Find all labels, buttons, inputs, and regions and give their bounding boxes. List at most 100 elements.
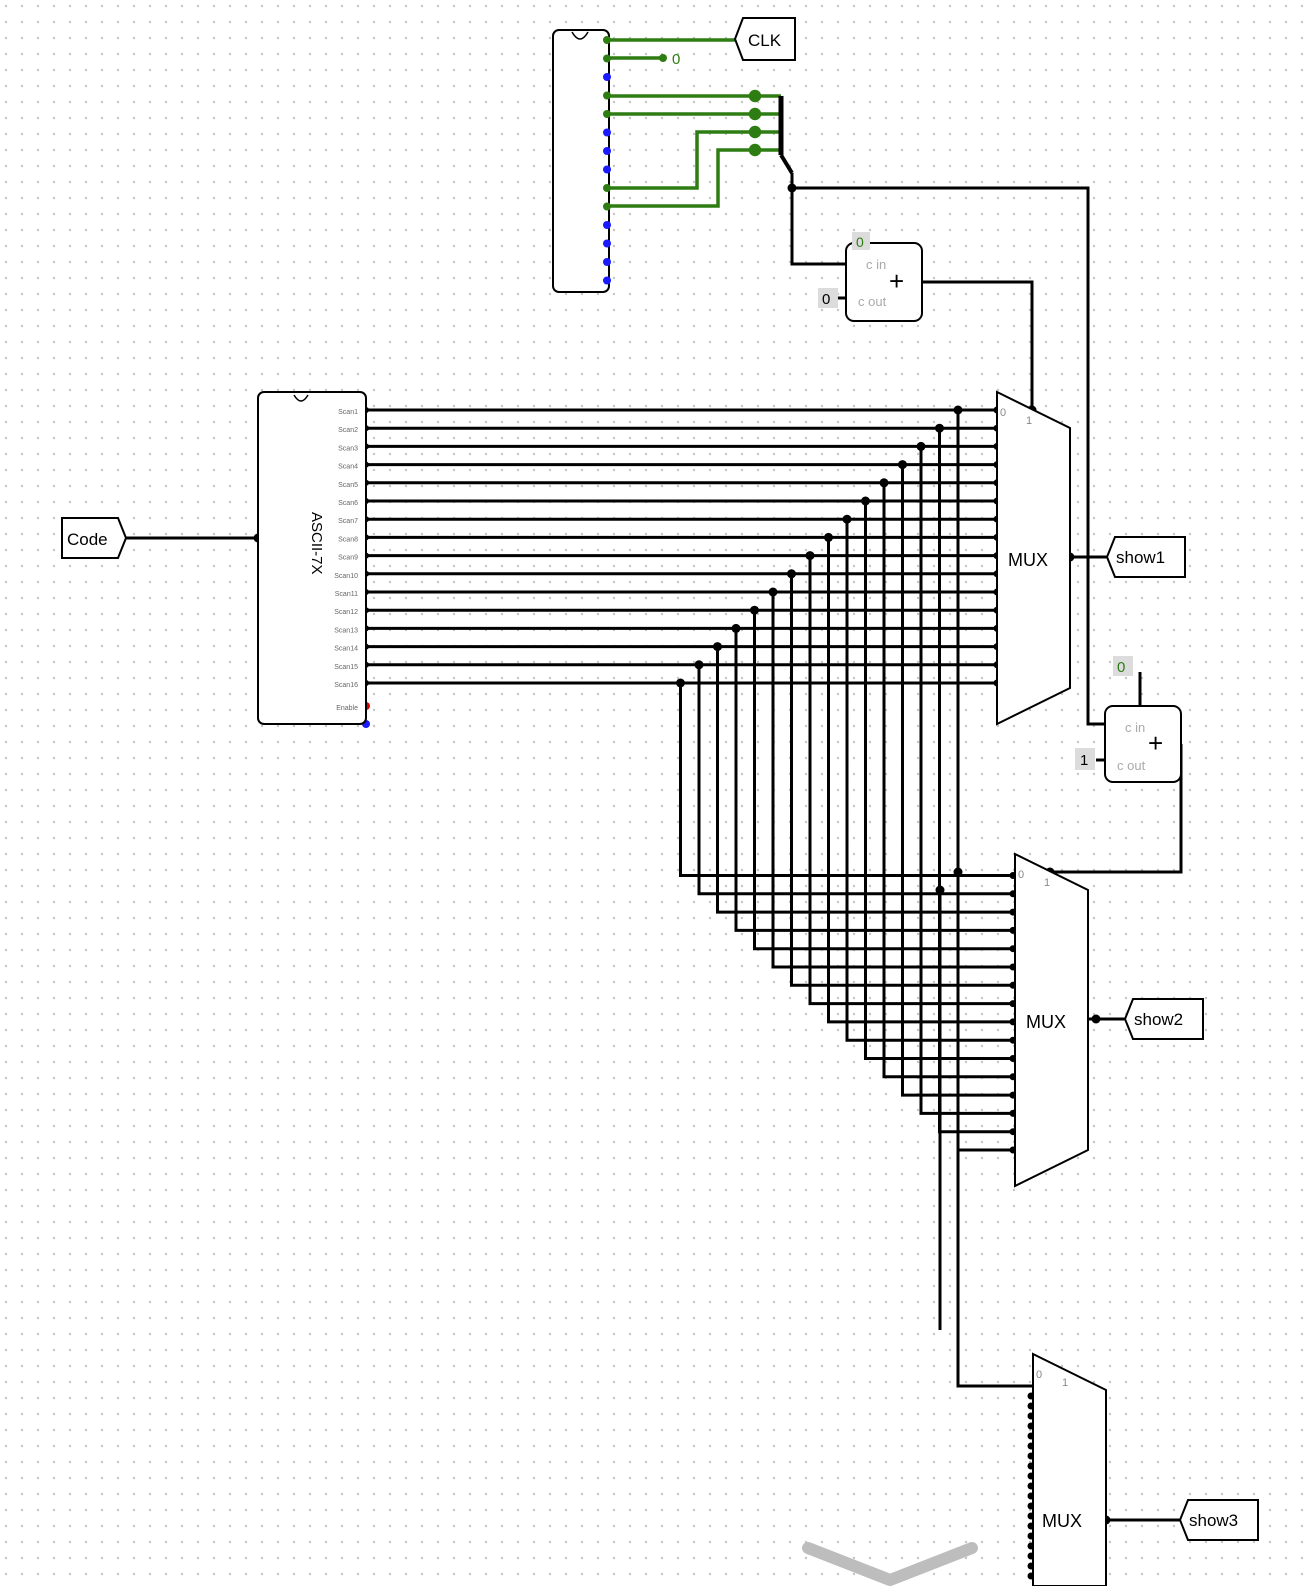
adder-1-b-const-bg <box>818 288 838 308</box>
counter-notch <box>571 31 589 40</box>
adder2-sum-wire <box>1050 744 1183 874</box>
junction <box>731 623 741 633</box>
junction <box>805 551 815 561</box>
mux-1-sel0: 0 <box>1000 407 1006 419</box>
mux2-input-wire <box>901 464 1015 1097</box>
counter-pin <box>603 91 611 100</box>
decoder-output-label: Scan8 <box>338 536 358 543</box>
mux2-input-wire <box>864 501 1015 1060</box>
adder1-sum-wire <box>922 280 1034 405</box>
mux2-input-wire <box>808 555 1015 1006</box>
adder-2-plus-symbol: + <box>1148 728 1163 758</box>
active-junction <box>748 143 762 157</box>
junction <box>935 423 944 433</box>
junction <box>953 867 963 877</box>
active-junction <box>748 89 762 103</box>
show3-label: show3 <box>1189 1511 1238 1530</box>
counter-pin <box>603 239 611 248</box>
show2-output-pin[interactable]: show2 <box>1123 998 1204 1040</box>
mux2-input-wire <box>697 664 1015 896</box>
decoder-output-label: Scan9 <box>338 555 358 562</box>
adder-2-carry-const: 0 <box>1117 659 1125 676</box>
decoder-output-label: Scan15 <box>334 664 358 671</box>
decoder-output-label: Scan14 <box>334 646 358 653</box>
counter-pin <box>603 276 611 285</box>
adder-1-plus-symbol: + <box>889 266 904 296</box>
decoder-output-label: Scan7 <box>338 518 358 525</box>
show1-label: show1 <box>1116 548 1165 567</box>
mux-1[interactable]: MUX 0 1 <box>996 390 1071 726</box>
junction <box>713 642 722 652</box>
active-wire <box>607 130 781 190</box>
junction <box>824 532 833 542</box>
counter-component[interactable] <box>552 29 610 293</box>
splitter-stem <box>779 153 794 175</box>
mux-3[interactable]: MUX 0 1 <box>1032 1352 1107 1586</box>
counter-pin <box>603 184 611 192</box>
clock-label: CLK <box>748 31 782 50</box>
mux-1-sel1: 1 <box>1026 415 1032 427</box>
mux-3-sel1: 1 <box>1062 1377 1068 1389</box>
counter-value-wire <box>790 173 1105 726</box>
adder-2-cout-label: c out <box>1117 758 1146 773</box>
chevron-down-icon <box>802 1542 978 1586</box>
mux-2[interactable]: MUX 0 1 <box>1014 852 1089 1188</box>
decoder-output-label: Scan6 <box>338 500 358 507</box>
mux-2-sel0: 0 <box>1018 869 1024 881</box>
counter-pins <box>603 36 611 285</box>
adder-1-cout-label: c out <box>858 294 887 309</box>
adder-1-cin-label: c in <box>866 257 886 272</box>
black-wires <box>126 173 1183 1522</box>
mux-2-sel1: 1 <box>1044 877 1050 889</box>
decoder-output-label: Scan5 <box>338 482 358 489</box>
show3-output-pin[interactable]: show3 <box>1178 1499 1259 1541</box>
adder-2[interactable]: c in c out + <box>1104 705 1182 783</box>
code-label: Code <box>67 530 108 549</box>
clock-pin[interactable]: CLK <box>733 17 796 61</box>
counter-pin <box>603 128 611 137</box>
junction <box>694 660 704 670</box>
decoder-title: ASCII-7X <box>308 512 325 575</box>
junction <box>768 587 778 597</box>
counter-pin <box>603 221 611 229</box>
adder-2-const-bg <box>1113 656 1133 676</box>
junction <box>916 441 926 451</box>
counter-pin <box>603 73 611 81</box>
show1-output-pin[interactable]: show1 <box>1105 536 1186 578</box>
adder-1-carry-const: 0 <box>856 234 864 250</box>
decoder-component[interactable]: ASCII-7X <box>257 391 367 725</box>
mux-2-label: MUX <box>1026 1012 1066 1032</box>
junction <box>787 183 797 193</box>
junction <box>861 496 870 506</box>
show3-pin-shape <box>1178 1499 1259 1541</box>
show2-pin-shape <box>1123 998 1204 1040</box>
counter-pin <box>603 147 611 155</box>
junction <box>953 405 963 415</box>
junction <box>898 460 907 470</box>
decoder-output-label: Scan13 <box>334 627 358 634</box>
code-input-pin[interactable]: Code <box>61 517 128 559</box>
adder-1[interactable]: c in c out + <box>845 242 923 322</box>
decoder-output-label: Scan1 <box>338 409 358 416</box>
decoder-output-label: Scan2 <box>338 427 358 434</box>
decoder-output-labels: Scan1 Scan2 Scan3 Scan4 Scan5 Scan6 Scan7 Scan8… <box>334 409 358 712</box>
adder-2-b-const-bg <box>1075 748 1095 770</box>
active-wires <box>607 38 781 208</box>
mux2-input-wire <box>734 628 1015 932</box>
decoder-enable-label: Enable <box>336 705 358 712</box>
mux2-input-wire <box>753 610 1015 951</box>
decoder-output-label: Scan16 <box>334 682 358 689</box>
decoder-output-label: Scan4 <box>338 464 358 471</box>
counter-const-dot <box>659 54 667 62</box>
mux2-input-wire <box>716 646 1015 914</box>
junction <box>750 605 759 615</box>
junction <box>842 514 852 524</box>
adder1-a-wire <box>790 188 846 266</box>
mux-3-body <box>1032 1352 1107 1586</box>
splitter[interactable] <box>778 96 794 175</box>
clock-pin-shape <box>733 17 796 61</box>
decoder-output-label: Scan11 <box>335 591 358 598</box>
active-junction <box>748 107 762 121</box>
